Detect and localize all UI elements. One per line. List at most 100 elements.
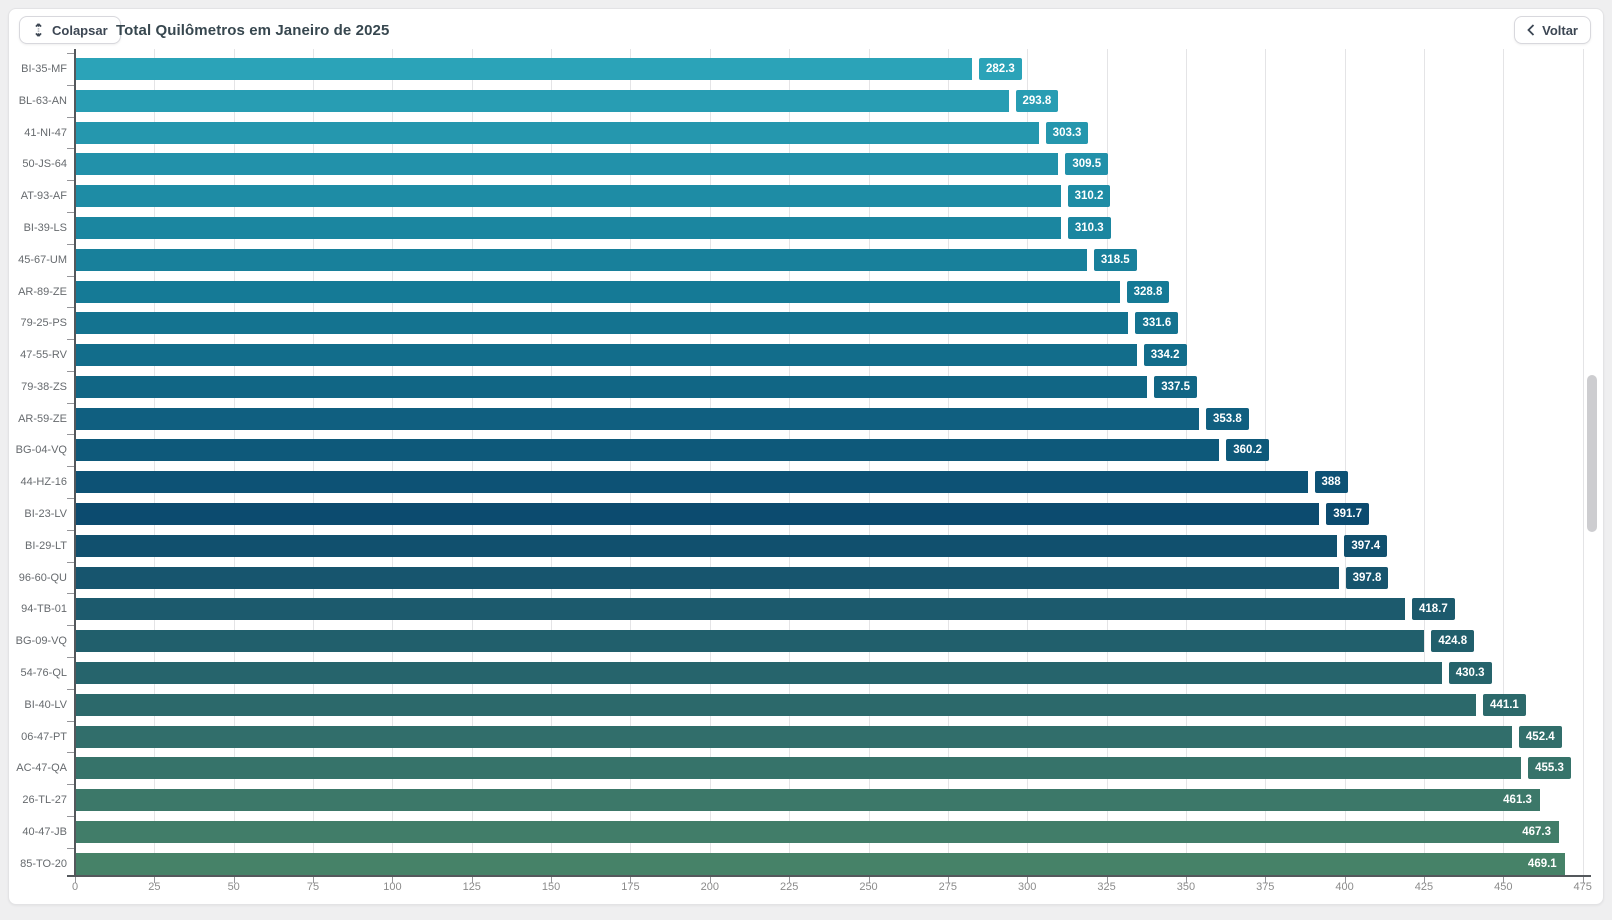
bar[interactable] xyxy=(76,375,1148,398)
value-chip: 331.6 xyxy=(1135,312,1179,335)
category-label: 47-55-RV xyxy=(20,349,67,362)
bar[interactable] xyxy=(76,58,973,80)
x-axis-tick-label: 75 xyxy=(306,881,320,893)
x-axis-tick-label: 275 xyxy=(938,881,958,893)
category-label: BG-09-VQ xyxy=(15,635,67,648)
x-axis-tick xyxy=(313,877,315,883)
y-axis-tick xyxy=(67,625,75,627)
bar[interactable] xyxy=(76,439,1220,462)
x-axis-tick xyxy=(1027,877,1029,883)
category-label: BI-39-LS xyxy=(23,221,67,234)
y-axis-tick xyxy=(67,720,75,722)
x-axis-tick xyxy=(1344,877,1346,883)
bar[interactable] xyxy=(76,662,1442,684)
value-chip: 318.5 xyxy=(1093,248,1137,271)
y-axis-tick xyxy=(67,688,75,690)
x-gridline xyxy=(1106,49,1108,875)
x-axis-tick xyxy=(233,877,235,883)
bar[interactable] xyxy=(76,407,1199,430)
bar[interactable] xyxy=(76,312,1129,335)
category-label: 54-76-QL xyxy=(20,667,67,679)
category-label: BI-23-LV xyxy=(24,508,67,521)
bar[interactable] xyxy=(76,534,1338,557)
bar[interactable] xyxy=(76,630,1425,653)
x-gridline xyxy=(868,49,870,875)
x-axis-tick xyxy=(1265,877,1267,883)
x-axis-tick xyxy=(868,877,870,883)
bar[interactable] xyxy=(76,153,1059,176)
x-axis-tick-label: 400 xyxy=(1335,881,1354,893)
value-chip: 467.3 xyxy=(1515,820,1558,843)
y-axis-tick xyxy=(67,116,75,118)
x-axis-tick-label: 350 xyxy=(1176,881,1196,893)
value-chip: 455.3 xyxy=(1528,757,1571,780)
bar[interactable] xyxy=(76,566,1339,589)
x-axis-tick xyxy=(1423,877,1425,883)
x-axis-tick xyxy=(947,877,949,883)
x-gridline xyxy=(313,49,315,875)
bar[interactable] xyxy=(76,852,1565,875)
bar[interactable] xyxy=(76,598,1405,621)
y-axis-line xyxy=(74,49,76,876)
bar[interactable] xyxy=(76,121,1039,144)
x-gridline xyxy=(154,49,156,875)
bar[interactable] xyxy=(76,693,1477,716)
bar[interactable] xyxy=(76,216,1061,239)
chart-card: Colapsar Total Quilômetros em Janeiro de… xyxy=(8,8,1604,905)
category-label: 96-60-QU xyxy=(18,571,67,584)
y-axis-tick xyxy=(67,243,75,245)
category-label: 44-HZ-16 xyxy=(20,476,67,489)
y-axis-tick xyxy=(67,180,75,182)
category-label: 79-25-PS xyxy=(20,317,67,330)
x-axis-tick xyxy=(1503,877,1505,883)
x-gridline xyxy=(1423,49,1425,875)
y-axis-tick xyxy=(67,339,75,341)
x-axis-tick xyxy=(1582,877,1584,883)
collapse-button[interactable]: Colapsar xyxy=(19,16,121,44)
x-axis-tick-label: 425 xyxy=(1414,881,1434,893)
x-axis-tick-label: 325 xyxy=(1097,881,1116,893)
vertical-scrollbar-thumb[interactable] xyxy=(1587,375,1597,532)
category-label: 79-38-ZS xyxy=(21,380,67,393)
collapse-button-label: Colapsar xyxy=(52,22,108,38)
value-chip: 418.7 xyxy=(1411,598,1455,621)
x-gridline xyxy=(1503,49,1505,875)
x-gridline xyxy=(1344,49,1346,875)
value-chip: 424.8 xyxy=(1431,630,1475,653)
x-gridline xyxy=(471,49,473,875)
x-axis-tick-label: 225 xyxy=(779,881,799,893)
bar[interactable] xyxy=(76,503,1320,526)
y-axis-tick xyxy=(67,402,75,404)
category-label: AR-59-ZE xyxy=(18,412,67,425)
bar[interactable] xyxy=(76,471,1308,494)
back-button-label: Voltar xyxy=(1542,22,1578,38)
value-chip: 452.4 xyxy=(1518,725,1562,748)
x-gridline xyxy=(709,49,711,875)
x-axis-tick xyxy=(392,877,394,883)
x-gridline xyxy=(789,49,791,875)
unfold-vertical-icon xyxy=(32,23,45,37)
value-chip: 461.3 xyxy=(1496,789,1539,812)
bar[interactable] xyxy=(76,725,1512,748)
category-label: 50-JS-64 xyxy=(22,158,67,171)
bar[interactable] xyxy=(76,89,1009,112)
value-chip: 334.2 xyxy=(1143,344,1187,367)
x-axis-tick-label: 150 xyxy=(541,881,561,893)
bar[interactable] xyxy=(76,789,1541,812)
x-axis-tick-label: 100 xyxy=(383,881,402,893)
value-chip: 310.2 xyxy=(1067,185,1111,208)
bar[interactable] xyxy=(76,185,1061,208)
y-axis-tick xyxy=(67,53,75,54)
y-axis-tick xyxy=(67,561,75,563)
bar[interactable] xyxy=(76,757,1522,780)
bar[interactable] xyxy=(76,344,1137,367)
y-axis-tick xyxy=(67,529,75,531)
value-chip: 397.4 xyxy=(1344,534,1388,557)
chart-title: Total Quilômetros em Janeiro de 2025 xyxy=(116,22,390,39)
back-button[interactable]: Voltar xyxy=(1514,16,1591,44)
bar[interactable] xyxy=(76,820,1560,843)
y-axis-tick xyxy=(67,307,75,309)
category-label: 45-67-UM xyxy=(18,253,67,266)
bar[interactable] xyxy=(76,280,1120,303)
bar[interactable] xyxy=(76,248,1087,271)
